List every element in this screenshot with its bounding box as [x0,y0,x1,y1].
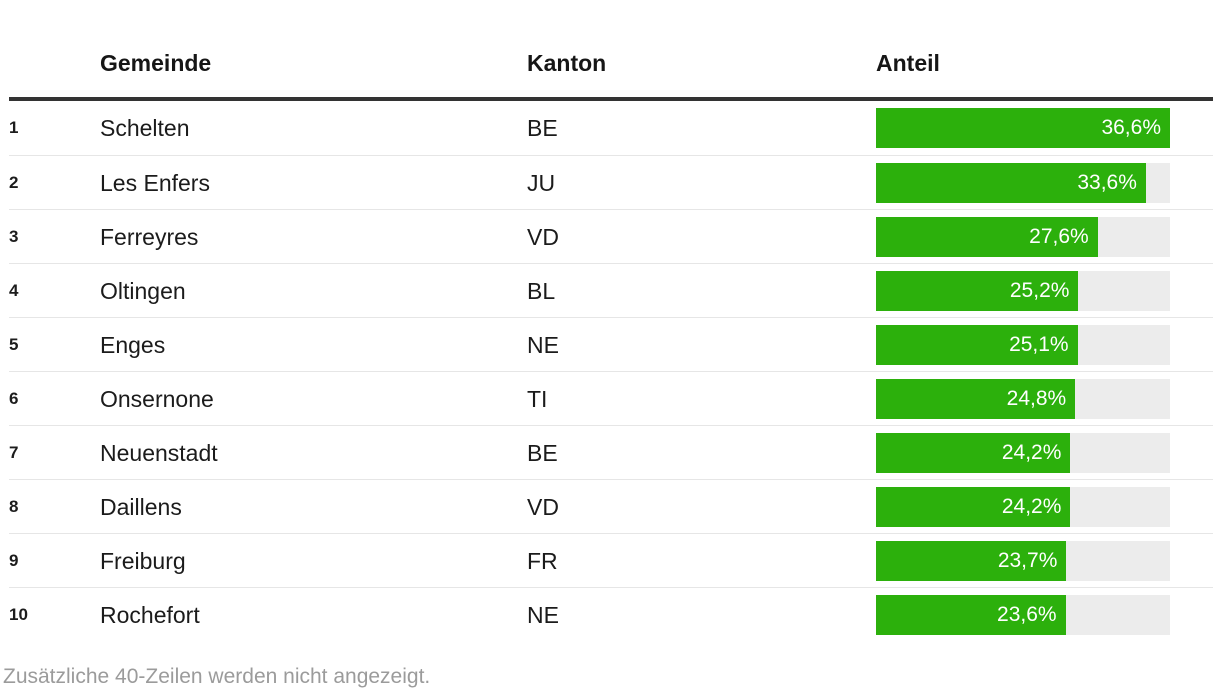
header-anteil: Anteil [876,50,940,76]
footnote: Zusätzliche 40-Zeilen werden nicht angez… [3,665,431,688]
header-rank [9,76,100,97]
anteil-bar: 27,6% [876,217,1098,257]
row-rank: 10 [9,605,28,624]
row-rank: 7 [9,443,19,462]
anteil-bar-track: 23,6% [876,595,1170,635]
anteil-value: 27,6% [1029,225,1089,248]
ranking-table: Gemeinde Kanton Anteil 1 Schelten BE 36,… [9,0,1213,641]
kanton-cell: FR [527,547,558,574]
row-rank: 5 [9,335,19,354]
table-row: 7 Neuenstadt BE 24,2% [9,425,1213,479]
gemeinde-cell: Les Enfers [100,169,210,196]
kanton-cell: BE [527,439,558,466]
table-body: 1 Schelten BE 36,6% 2 Les Enfers JU 33,6… [9,101,1213,641]
anteil-bar-track: 24,2% [876,433,1170,473]
kanton-cell: JU [527,169,556,196]
row-rank: 1 [9,118,19,137]
anteil-bar-track: 24,2% [876,487,1170,527]
table-row: 10 Rochefort NE 23,6% [9,587,1213,641]
row-rank: 9 [9,551,19,570]
anteil-bar: 25,2% [876,271,1079,311]
anteil-bar-track: 36,6% [876,108,1170,148]
anteil-value: 24,2% [1001,441,1062,464]
gemeinde-cell: Enges [100,331,166,358]
gemeinde-cell: Onsernone [100,385,214,412]
anteil-bar: 23,7% [876,541,1067,581]
anteil-bar: 24,2% [876,433,1071,473]
header-gemeinde: Gemeinde [100,50,212,76]
anteil-value: 25,2% [1009,279,1070,302]
anteil-value: 24,2% [1001,495,1062,518]
gemeinde-cell: Schelten [100,114,190,141]
table-row: 8 Daillens VD 24,2% [9,479,1213,533]
anteil-bar-track: 27,6% [876,217,1170,257]
table-row: 5 Enges NE 25,1% [9,317,1213,371]
kanton-cell: VD [527,223,559,250]
kanton-cell: TI [527,385,548,412]
anteil-bar-track: 25,1% [876,325,1170,365]
table-row: 6 Onsernone TI 24,8% [9,371,1213,425]
row-rank: 2 [9,173,19,192]
anteil-value: 24,8% [1006,387,1067,410]
kanton-cell: NE [527,331,559,358]
gemeinde-cell: Oltingen [100,277,186,304]
anteil-value: 33,6% [1077,171,1137,194]
anteil-bar: 33,6% [876,163,1146,203]
anteil-bar-track: 25,2% [876,271,1170,311]
anteil-bar: 23,6% [876,595,1066,635]
anteil-bar: 24,8% [876,379,1076,419]
anteil-value: 23,7% [997,549,1058,572]
anteil-bar-track: 23,7% [876,541,1170,581]
table-row: 3 Ferreyres VD 27,6% [9,209,1213,263]
row-rank: 8 [9,497,19,516]
anteil-value: 36,6% [1101,116,1161,139]
table-header-row: Gemeinde Kanton Anteil [9,0,1213,101]
header-kanton: Kanton [527,50,607,76]
gemeinde-cell: Ferreyres [100,223,199,250]
table-row: 4 Oltingen BL 25,2% [9,263,1213,317]
row-rank: 6 [9,389,19,408]
gemeinde-cell: Neuenstadt [100,439,218,466]
anteil-value: 25,1% [1009,333,1069,356]
gemeinde-cell: Rochefort [100,601,200,628]
gemeinde-cell: Daillens [100,493,182,520]
anteil-bar: 24,2% [876,487,1071,527]
kanton-cell: NE [527,601,559,628]
anteil-bar-track: 24,8% [876,379,1170,419]
table-row: 9 Freiburg FR 23,7% [9,533,1213,587]
table-row: 2 Les Enfers JU 33,6% [9,155,1213,209]
kanton-cell: VD [527,493,559,520]
kanton-cell: BE [527,114,558,141]
table-row: 1 Schelten BE 36,6% [9,101,1213,155]
row-rank: 3 [9,227,19,246]
row-rank: 4 [9,281,19,300]
anteil-bar: 36,6% [876,108,1170,148]
kanton-cell: BL [527,277,556,304]
gemeinde-cell: Freiburg [100,547,186,574]
anteil-bar-track: 33,6% [876,163,1170,203]
anteil-bar: 25,1% [876,325,1078,365]
anteil-value: 23,6% [997,603,1057,626]
